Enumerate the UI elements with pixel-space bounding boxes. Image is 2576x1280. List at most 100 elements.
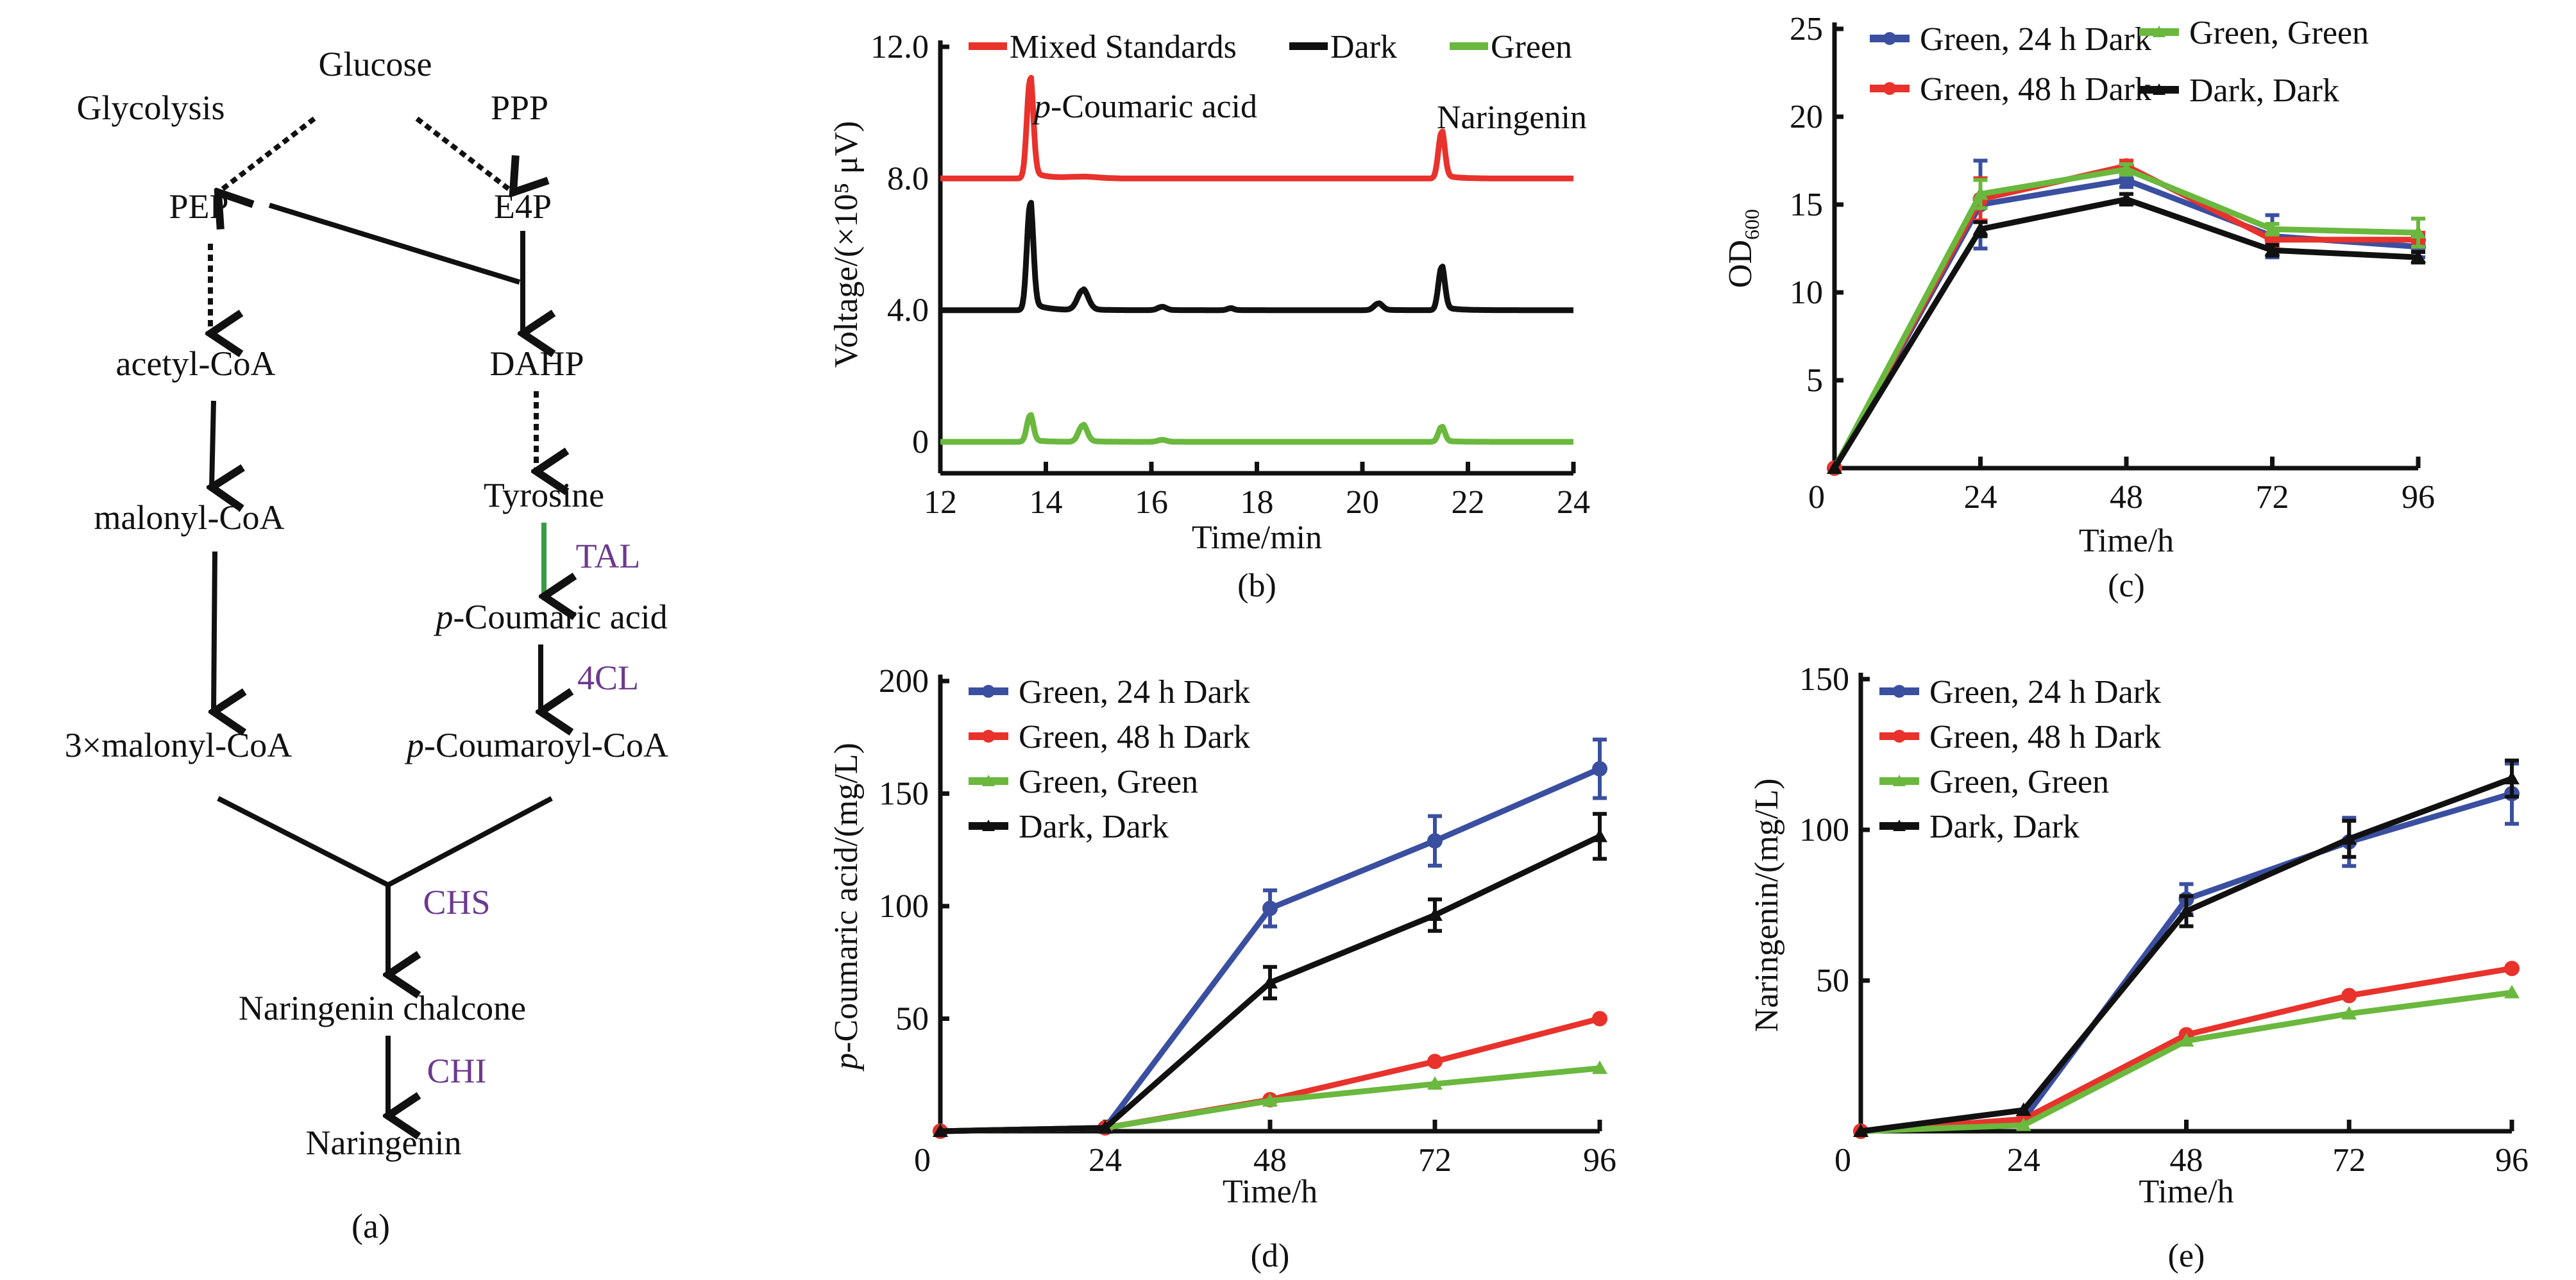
x-tick-label: 0 (914, 1142, 931, 1179)
data-point (2341, 831, 2357, 845)
data-point (2341, 988, 2357, 1004)
trace-green (938, 412, 1575, 445)
caption-e: (e) (2168, 1238, 2205, 1274)
data-point (2411, 249, 2426, 264)
legend-marker (2153, 83, 2165, 95)
data-point (1592, 829, 1607, 843)
chart-panel-b: 0 4.0 8.0 12.0 12 14 16 18 20 22 24 Time/min (b) Volt… (828, 29, 1590, 604)
arrow-malonyl-3x (214, 551, 215, 712)
enzyme-chs: CHS (423, 883, 490, 922)
data-point (2504, 771, 2520, 785)
x-tick-label: 24 (1964, 479, 1997, 516)
legend-marker (982, 685, 995, 698)
trace-mixed-standards (938, 74, 1575, 181)
legend: Mixed Standards Dark Green (969, 29, 1572, 65)
series-green-48-h-dark (1853, 961, 2520, 1139)
data-point (2504, 961, 2520, 977)
x-tick-label: 0 (1835, 1142, 1851, 1179)
caption-b: (b) (1237, 568, 1276, 604)
legend-marker (1893, 685, 1906, 698)
x-axis-label: Time/h (2139, 1174, 2233, 1210)
y-tick-label: 5 (1806, 362, 1823, 399)
x-tick-label: 72 (2332, 1142, 2366, 1179)
y-tick-label: 12.0 (870, 29, 929, 65)
enzyme-4cl: 4CL (577, 659, 639, 697)
x-tick-label: 16 (1135, 484, 1168, 521)
legend-label: Mixed Standards (1010, 29, 1237, 65)
data-point (1427, 1076, 1443, 1090)
chart-panel-e: 50 100 150 0 24 48 72 96 Time/h (e) Naringenin/(mg… (1749, 661, 2529, 1274)
data-point (2178, 1033, 2194, 1047)
data-point (2504, 984, 2520, 998)
x-tick-label: 20 (1346, 484, 1379, 521)
arrow-glucose-e4p (415, 116, 513, 192)
y-tick-label: 0 (912, 424, 929, 460)
x-tick-label: 24 (2007, 1142, 2040, 1179)
legend: Green, 24 h Dark Green, 48 h Dark Green, G… (969, 674, 1250, 845)
legend-marker (982, 775, 995, 786)
x-tick-label: 18 (1241, 484, 1274, 521)
data-point (933, 1124, 948, 1137)
y-tick-label: 100 (1799, 812, 1849, 848)
legend-label: Green, 48 h Dark (1019, 719, 1250, 755)
data-point (1427, 833, 1443, 849)
x-axis-label: Time/min (1192, 519, 1322, 556)
legend-label: Green, Green (1019, 764, 1198, 800)
legend-marker (982, 730, 995, 743)
x-tick-label: 0 (1808, 479, 1825, 516)
data-point (1097, 1120, 1113, 1134)
annotation-naringenin: Naringenin (1437, 99, 1587, 136)
legend-label: Dark (1330, 29, 1397, 65)
x-tick-label: 24 (1557, 484, 1590, 521)
caption-a: (a) (352, 1207, 390, 1245)
y-tick-label: 10 (1790, 274, 1823, 311)
legend-label: Green, 24 h Dark (1929, 674, 2161, 711)
x-tick-label: 72 (2256, 479, 2289, 516)
legend-label: Green (1491, 29, 1572, 65)
x-tick-label: 48 (1253, 1142, 1287, 1179)
enzyme-chi: CHI (427, 1052, 487, 1090)
annotation-italic: p (1031, 88, 1051, 125)
data-point (2341, 1006, 2357, 1020)
label-ppp: PPP (491, 88, 548, 127)
data-point (1592, 761, 1607, 777)
legend-marker (1883, 82, 1896, 95)
y-tick-label: 25 (1790, 11, 1823, 47)
x-axis-label: Time/h (2079, 523, 2174, 559)
legend-label: Green, Green (1929, 764, 2109, 800)
y-tick-label: 50 (895, 1001, 929, 1038)
data-point (1853, 1124, 1868, 1137)
node-acetyl-coa: acetyl-CoA (116, 344, 276, 383)
node-naringenin-chalcone: Naringenin chalcone (239, 989, 526, 1027)
pathway-diagram: Glucose Glycolysis PPP PEP E4P acetyl-Co… (65, 45, 668, 1245)
y-tick-label: 100 (879, 888, 929, 925)
series-line (1832, 166, 2419, 470)
series-green-green (1853, 984, 2520, 1137)
series-dark-dark (1827, 191, 2426, 474)
x-tick-label: 12 (924, 484, 957, 521)
legend-label: Green, Green (2189, 15, 2369, 51)
y-axis-label: OD600 (1722, 209, 1763, 288)
legend-label: Green, 48 h Dark (1929, 719, 2161, 755)
data-point (2119, 191, 2134, 205)
y-tick-label: 200 (879, 663, 929, 700)
data-point (1262, 1093, 1278, 1107)
caption-c: (c) (2108, 568, 2145, 604)
annotation-p-coumaric-acid: p-Coumaric acid (1031, 88, 1257, 125)
series-line (1832, 163, 2418, 470)
y-tick-label: 50 (1816, 963, 1849, 999)
data-point (1592, 1011, 1607, 1027)
series-line (1860, 989, 2512, 1134)
x-tick-label: 96 (1583, 1142, 1616, 1179)
x-tick-label: 14 (1030, 484, 1063, 521)
legend-marker (1893, 730, 1906, 743)
data-point (1972, 221, 1988, 235)
caption-d: (d) (1251, 1238, 1290, 1274)
arrow-acetyl-malonyl (212, 400, 214, 487)
enzyme-tal: TAL (576, 537, 641, 575)
x-tick-label: 48 (2170, 1142, 2203, 1179)
y-tick-label: 4.0 (887, 292, 929, 329)
node-3x-malonyl-coa: 3×malonyl-CoA (65, 726, 292, 764)
data-point (1592, 1060, 1607, 1074)
data-point (2015, 1117, 2031, 1131)
